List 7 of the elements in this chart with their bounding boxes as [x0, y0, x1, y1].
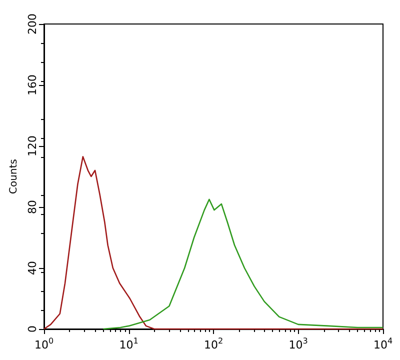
- y-tick-label: 200: [26, 14, 39, 34]
- y-tick-label: 40: [26, 261, 39, 275]
- y-axis-title: Counts: [8, 159, 20, 194]
- y-tick-label: 160: [26, 74, 39, 96]
- y-tick-label: 80: [26, 200, 39, 214]
- y-tick-label: 0: [26, 326, 39, 332]
- y-tick-label: 120: [26, 136, 39, 156]
